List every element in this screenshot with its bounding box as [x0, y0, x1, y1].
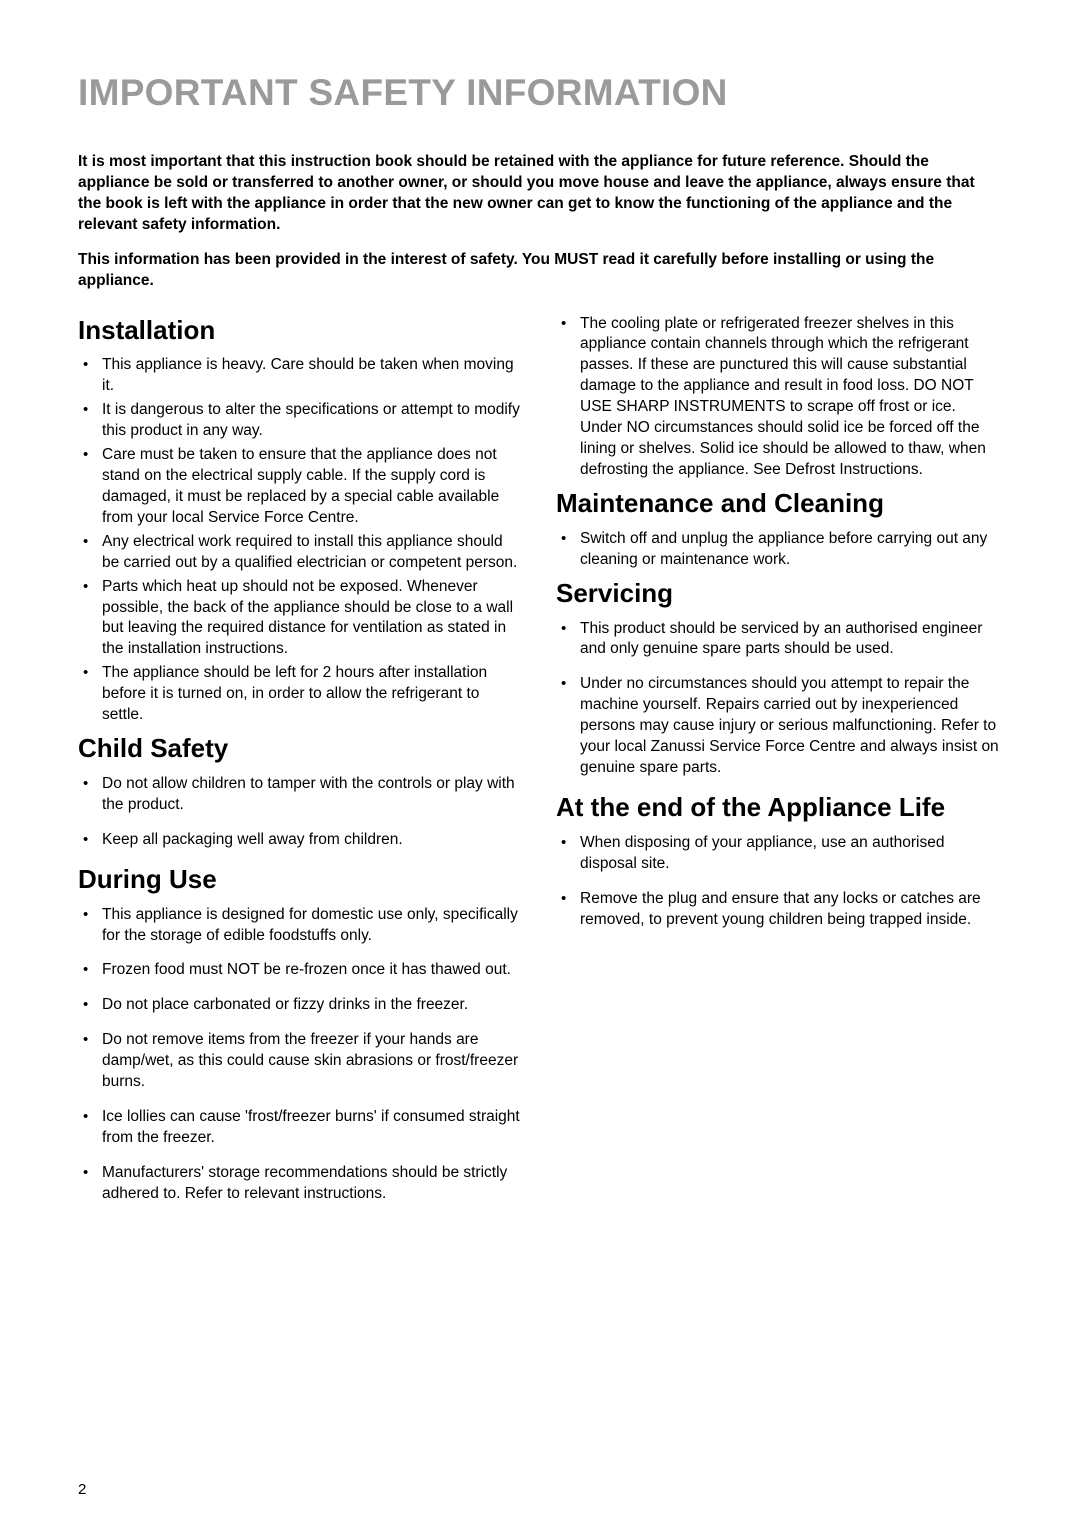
list-item: When disposing of your appliance, use an… [556, 833, 1002, 875]
section-heading: Child Safety [78, 734, 524, 764]
page-number: 2 [78, 1481, 86, 1498]
list-item: Do not allow children to tamper with the… [78, 774, 524, 816]
page-title: IMPORTANT SAFETY INFORMATION [78, 72, 1002, 114]
bullet-list: Switch off and unplug the appliance befo… [556, 529, 1002, 571]
section-heading: At the end of the Appliance Life [556, 793, 1002, 823]
list-item: Parts which heat up should not be expose… [78, 577, 524, 661]
list-item: Keep all packaging well away from childr… [78, 830, 524, 851]
list-item: Do not remove items from the freezer if … [78, 1030, 524, 1093]
list-item: Ice lollies can cause 'frost/freezer bur… [78, 1107, 524, 1149]
content-columns: Installation This appliance is heavy. Car… [78, 314, 1002, 1219]
intro-paragraph-1: It is most important that this instructi… [78, 152, 1002, 236]
bullet-list: Do not allow children to tamper with the… [78, 774, 524, 851]
bullet-list: This product should be serviced by an au… [556, 619, 1002, 779]
list-item: This appliance is heavy. Care should be … [78, 355, 524, 397]
left-column: Installation This appliance is heavy. Car… [78, 314, 524, 1219]
list-item: The cooling plate or refrigerated freeze… [556, 314, 1002, 481]
bullet-list: The cooling plate or refrigerated freeze… [556, 314, 1002, 481]
list-item: This appliance is designed for domestic … [78, 905, 524, 947]
section-heading: Installation [78, 316, 524, 346]
bullet-list: When disposing of your appliance, use an… [556, 833, 1002, 931]
list-item: Manufacturers' storage recommendations s… [78, 1163, 524, 1205]
list-item: Care must be taken to ensure that the ap… [78, 445, 524, 529]
list-item: Under no circumstances should you attemp… [556, 674, 1002, 779]
list-item: Frozen food must NOT be re-frozen once i… [78, 960, 524, 981]
section-heading: Servicing [556, 579, 1002, 609]
list-item: This product should be serviced by an au… [556, 619, 1002, 661]
bullet-list: This appliance is heavy. Care should be … [78, 355, 524, 726]
list-item: The appliance should be left for 2 hours… [78, 663, 524, 726]
right-column: The cooling plate or refrigerated freeze… [556, 314, 1002, 1219]
section-heading: During Use [78, 865, 524, 895]
list-item: Do not place carbonated or fizzy drinks … [78, 995, 524, 1016]
list-item: Any electrical work required to install … [78, 532, 524, 574]
bullet-list: This appliance is designed for domestic … [78, 905, 524, 1205]
list-item: Switch off and unplug the appliance befo… [556, 529, 1002, 571]
list-item: Remove the plug and ensure that any lock… [556, 889, 1002, 931]
section-heading: Maintenance and Cleaning [556, 489, 1002, 519]
intro-paragraph-2: This information has been provided in th… [78, 250, 1002, 292]
list-item: It is dangerous to alter the specificati… [78, 400, 524, 442]
